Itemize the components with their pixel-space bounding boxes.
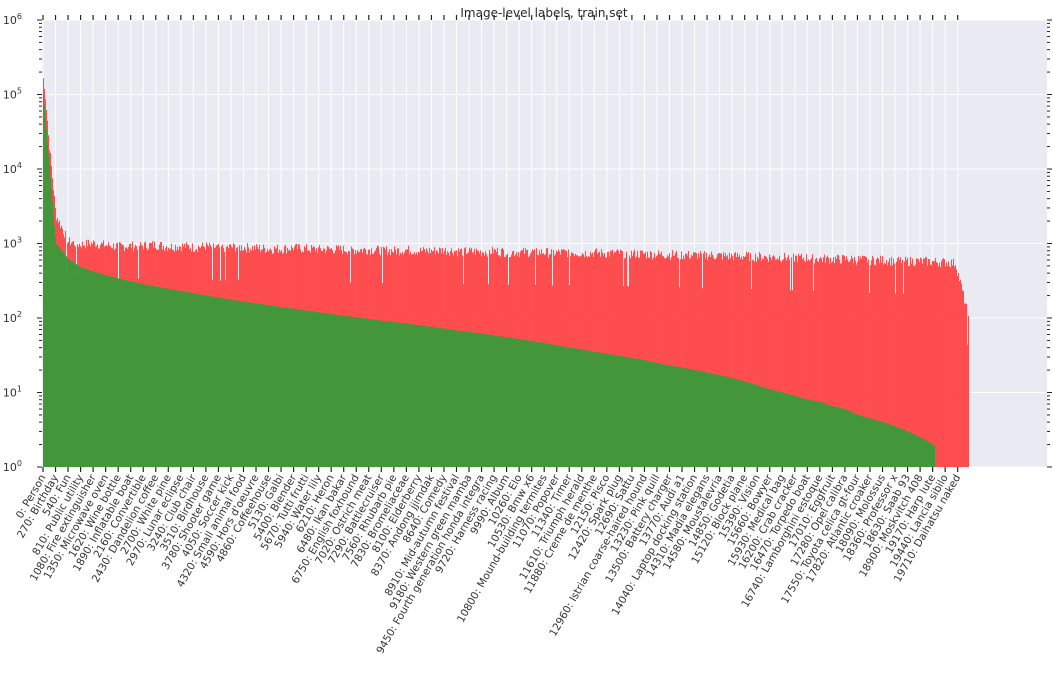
y-tick-label: 104 bbox=[3, 161, 22, 176]
y-tick-label: 102 bbox=[3, 310, 22, 325]
chart-title: Image-level labels, train set bbox=[460, 6, 628, 20]
y-tick-label: 105 bbox=[3, 87, 22, 102]
y-tick-label: 101 bbox=[3, 385, 22, 400]
y-tick-label: 106 bbox=[3, 12, 22, 27]
y-tick-label: 103 bbox=[3, 236, 22, 251]
x-axis-top-ticks bbox=[42, 15, 959, 20]
y-tick-label: 100 bbox=[3, 459, 22, 474]
positive-count-bars bbox=[42, 94, 936, 467]
